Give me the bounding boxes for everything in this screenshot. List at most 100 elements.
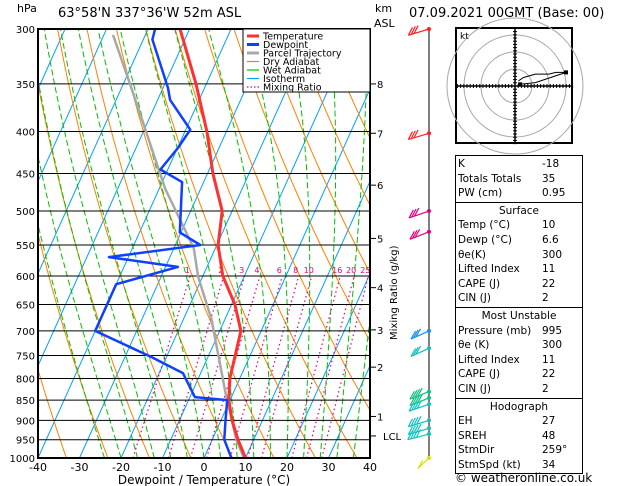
wind-barb xyxy=(410,345,431,357)
wind-barb-feather xyxy=(413,416,419,426)
datetime-title: 07.09.2021 00GMT (Base: 00) xyxy=(409,6,605,21)
wind-barb-feather xyxy=(413,129,419,139)
index-value: 34 xyxy=(542,458,556,471)
index-row: Temp (°C) 10 xyxy=(458,218,580,233)
hodograph-ring xyxy=(446,17,584,155)
wind-barb-feather xyxy=(411,401,417,411)
wind-barb-feather xyxy=(408,402,414,412)
index-name: Totals Totals xyxy=(458,172,522,185)
wind-barb-feather xyxy=(412,389,418,399)
index-name: StmDir xyxy=(458,444,495,457)
wind-barb-feather xyxy=(414,228,421,238)
dry-adiabat-line xyxy=(86,29,233,458)
km-label: km xyxy=(375,2,393,15)
wind-barb-feather xyxy=(407,431,413,440)
wind-barb-feather xyxy=(410,348,417,357)
wind-barb xyxy=(409,387,431,400)
asl-label: ASL xyxy=(374,17,395,30)
index-name: Temp (°C) xyxy=(458,219,511,232)
isotherm-line xyxy=(0,0,11,458)
pressure-tick-label: 700 xyxy=(16,327,35,338)
legend-box xyxy=(242,28,371,93)
index-name: K xyxy=(458,158,465,170)
wet-adiabat-line xyxy=(246,29,289,458)
pressure-tick-label: 350 xyxy=(16,80,35,91)
wet-adiabat-line xyxy=(319,29,337,458)
index-row: EH 27 xyxy=(458,414,580,429)
index-name: Lifted Index xyxy=(458,353,520,366)
wet-adiabat-line xyxy=(59,29,172,458)
hodograph-trace xyxy=(518,71,567,85)
wet-adiabat-line xyxy=(119,29,222,458)
index-row: CAPE (J) 22 xyxy=(458,367,580,382)
wind-barb xyxy=(407,415,431,428)
wind-barb-feather xyxy=(411,208,417,218)
dry-adiabat-line xyxy=(262,29,370,275)
index-value: 27 xyxy=(542,415,556,428)
wind-barb-feather xyxy=(409,397,415,406)
legend-label: Dry Adiabat xyxy=(263,57,320,68)
mixing-ratio-label: 20 xyxy=(346,266,356,275)
wind-barb-feather xyxy=(407,418,414,428)
section-title: Most Unstable xyxy=(481,309,557,322)
location-title: 63°58'N 337°36'W 52m ASL xyxy=(58,6,242,21)
isotherm-line xyxy=(38,29,191,367)
index-value: 10 xyxy=(542,219,556,232)
isotherm-line xyxy=(328,364,370,458)
index-value: 35 xyxy=(542,172,556,185)
index-name: Dewp (°C) xyxy=(458,233,512,246)
pressure-tick-label: 950 xyxy=(16,436,35,447)
index-row: CIN (J) 2 xyxy=(458,382,580,397)
legend-label: Dewpoint xyxy=(263,40,308,51)
wet-adiabat-line xyxy=(208,29,271,458)
mixing-ratio-label: 8 xyxy=(293,266,298,275)
legend-label: Mixing Ratio xyxy=(263,83,322,94)
wind-barb-feather xyxy=(412,329,419,339)
index-name: Pressure (mb) xyxy=(458,324,532,337)
km-tick-label: 5 xyxy=(377,234,383,245)
temperature-tick-label: -10 xyxy=(154,461,172,474)
km-tick-label: 4 xyxy=(377,284,383,295)
index-row: θe (K) 300 xyxy=(458,338,580,353)
km-tick-label: 2 xyxy=(377,363,383,374)
hodograph-startpoint xyxy=(518,82,523,87)
dry-adiabat-line xyxy=(233,29,370,343)
wind-barb-feather xyxy=(407,27,414,36)
pressure-tick-label: 550 xyxy=(16,241,35,252)
indices-section-general: K -18 Totals Totals 35 PW (cm) 0.95 xyxy=(455,155,583,202)
wet-adiabat-line xyxy=(38,153,122,458)
index-row: Lifted Index 11 xyxy=(458,353,580,368)
mixing-ratio-line xyxy=(229,275,283,458)
mixing-ratio-line xyxy=(306,275,355,458)
pressure-tick-label: 400 xyxy=(16,128,35,139)
km-tick-label: LCL xyxy=(383,432,402,443)
wind-barb-feather xyxy=(415,345,422,355)
km-tick-label: 8 xyxy=(377,80,383,91)
wind-barb-feather xyxy=(417,387,423,397)
wind-barb-feather xyxy=(407,131,414,140)
legend-label: Wet Adiabat xyxy=(263,66,321,77)
km-tick-label: 7 xyxy=(377,129,383,140)
dry-adiabat-line xyxy=(38,367,67,458)
pressure-tick-label: 650 xyxy=(16,300,35,311)
wind-barb xyxy=(410,328,431,340)
pressure-tick-label: 600 xyxy=(16,272,35,283)
index-name: CAPE (J) xyxy=(458,368,501,381)
wind-barb-feather xyxy=(410,26,416,35)
index-value: 2 xyxy=(542,292,549,305)
wind-barb-shaft xyxy=(417,457,430,469)
wind-barb-feather xyxy=(413,207,420,217)
pressure-tick-label: 850 xyxy=(16,396,35,407)
index-name: SREH xyxy=(458,429,487,442)
index-value: 11 xyxy=(542,263,556,276)
temperature-tick-label: -40 xyxy=(29,461,47,474)
isotherm-line xyxy=(38,29,108,183)
mixing-ratio-label: 25 xyxy=(360,266,370,275)
wind-barb-feather xyxy=(416,400,423,409)
wind-barb-feather xyxy=(408,209,414,219)
wind-barb xyxy=(408,400,431,412)
dry-adiabat-line xyxy=(115,29,275,458)
mixing-ratio-label: 10 xyxy=(304,266,314,275)
wind-barb xyxy=(417,455,431,469)
